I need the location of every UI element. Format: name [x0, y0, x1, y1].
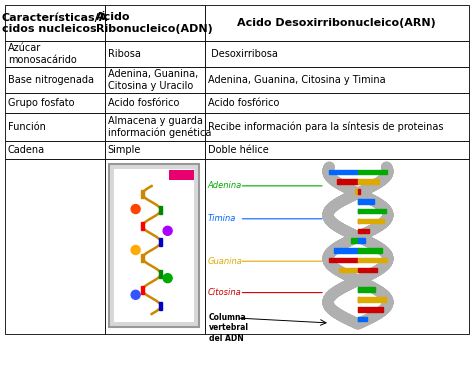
Text: Citosina: Citosina: [208, 288, 241, 297]
Bar: [358, 179, 379, 184]
Bar: [358, 307, 383, 312]
Text: Acido
Ribonucleico(ADN): Acido Ribonucleico(ADN): [96, 12, 213, 34]
Text: Grupo fosfato: Grupo fosfato: [8, 98, 74, 108]
Bar: [358, 317, 367, 321]
Bar: [105, 113, 204, 141]
Circle shape: [163, 274, 172, 283]
Bar: [169, 170, 193, 180]
Bar: [338, 268, 358, 272]
Bar: [351, 238, 358, 243]
Bar: [358, 199, 374, 204]
Bar: [159, 270, 162, 278]
Text: Adenina, Guanina, Citosina y Timina: Adenina, Guanina, Citosina y Timina: [208, 75, 385, 85]
Bar: [105, 5, 204, 41]
Bar: [358, 238, 365, 243]
Bar: [329, 258, 358, 262]
Bar: [141, 286, 144, 294]
Text: Doble hélice: Doble hélice: [208, 145, 268, 155]
Text: Simple: Simple: [108, 145, 141, 155]
Bar: [358, 287, 359, 292]
Bar: [159, 206, 162, 214]
Bar: [358, 170, 387, 174]
Bar: [5, 67, 105, 93]
Text: Guanina: Guanina: [208, 257, 242, 266]
Bar: [337, 179, 358, 184]
Bar: [204, 67, 469, 93]
Circle shape: [163, 226, 172, 235]
Bar: [105, 67, 204, 93]
Circle shape: [131, 246, 140, 254]
Bar: [358, 307, 359, 312]
Bar: [105, 41, 204, 67]
Bar: [5, 41, 105, 67]
Text: Acido fosfórico: Acido fosfórico: [108, 98, 179, 108]
Bar: [141, 222, 144, 230]
Text: Acido fosfórico: Acido fosfórico: [208, 98, 279, 108]
Bar: [204, 93, 469, 113]
Bar: [109, 164, 199, 327]
Bar: [5, 141, 105, 159]
Text: Azúcar
monosacárido: Azúcar monosacárido: [8, 43, 77, 65]
Bar: [358, 297, 386, 302]
Bar: [358, 199, 359, 204]
Text: Recibe información para la síntesis de proteinas: Recibe información para la síntesis de p…: [208, 122, 443, 132]
Bar: [204, 5, 469, 41]
Text: Adenina, Guanina,
Citosina y Uracilo: Adenina, Guanina, Citosina y Uracilo: [108, 69, 198, 91]
Text: Adenina: Adenina: [208, 181, 242, 190]
Bar: [358, 219, 384, 223]
Bar: [204, 113, 469, 141]
Bar: [204, 159, 469, 334]
Bar: [5, 113, 105, 141]
Bar: [141, 190, 144, 198]
Circle shape: [131, 204, 140, 214]
Bar: [105, 93, 204, 113]
Bar: [334, 248, 358, 252]
Bar: [114, 169, 193, 322]
Bar: [358, 258, 387, 262]
Text: Acido Desoxirribonucleico(ARN): Acido Desoxirribonucleico(ARN): [237, 18, 436, 28]
Bar: [204, 141, 469, 159]
Text: Almacena y guarda
información genética: Almacena y guarda información genética: [108, 116, 211, 138]
Bar: [329, 170, 358, 174]
Bar: [358, 317, 359, 321]
Bar: [159, 238, 162, 246]
Bar: [358, 229, 369, 233]
Bar: [358, 268, 377, 272]
Bar: [5, 5, 105, 41]
Bar: [105, 141, 204, 159]
Bar: [358, 229, 359, 233]
Text: Cadena: Cadena: [8, 145, 45, 155]
Bar: [141, 254, 144, 262]
Text: Base nitrogenada: Base nitrogenada: [8, 75, 94, 85]
Text: Función: Función: [8, 122, 46, 132]
Text: Ribosa: Ribosa: [108, 49, 141, 59]
Bar: [358, 287, 375, 292]
Bar: [358, 209, 386, 213]
Circle shape: [131, 290, 140, 299]
Bar: [5, 93, 105, 113]
Text: Timina: Timina: [208, 214, 236, 223]
Bar: [358, 189, 360, 194]
Bar: [358, 248, 382, 252]
Text: Desoxirribosa: Desoxirribosa: [208, 49, 277, 59]
Bar: [159, 302, 162, 310]
Bar: [358, 209, 359, 213]
Text: Columna
vertebral
del ADN: Columna vertebral del ADN: [209, 313, 248, 343]
Bar: [356, 189, 358, 194]
Bar: [5, 159, 105, 334]
Bar: [358, 219, 359, 223]
Text: Características/Á
cidos nucleicos: Características/Á cidos nucleicos: [2, 12, 108, 34]
Bar: [105, 159, 204, 334]
Bar: [204, 41, 469, 67]
Bar: [358, 297, 359, 302]
